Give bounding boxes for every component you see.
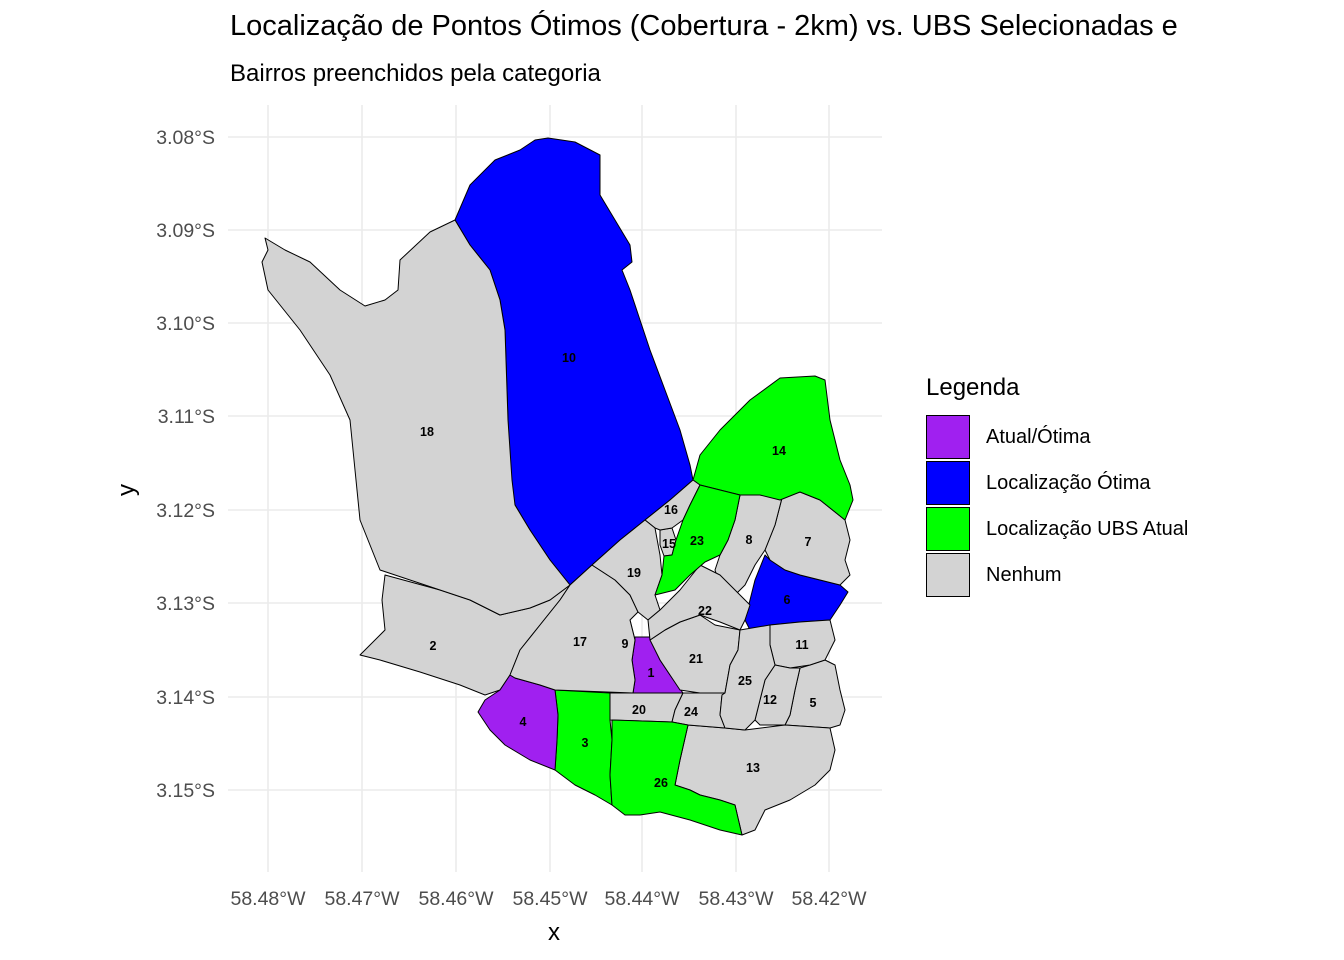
neighborhood-label: 8 [746, 533, 753, 547]
neighborhood-label: 20 [632, 703, 646, 717]
legend-swatch [926, 507, 970, 551]
neighborhood-label: 21 [689, 652, 703, 666]
y-tick-label: 3.08°S [156, 127, 215, 149]
legend-item-localizacao-ubs-atual: Localização UBS Atual [926, 506, 1188, 552]
x-tick-label: 58.47°W [324, 888, 400, 910]
legend-title: Legenda [926, 374, 1020, 401]
neighborhood-label: 3 [582, 736, 589, 750]
neighborhood-label: 17 [573, 635, 587, 649]
legend-item-localizacao-otima: Localização Ótima [926, 460, 1188, 506]
legend-item-nenhum: Nenhum [926, 552, 1188, 598]
neighborhood-label: 15 [662, 537, 676, 551]
y-tick-label: 3.09°S [156, 220, 215, 242]
y-tick-label: 3.13°S [156, 593, 215, 615]
x-tick-label: 58.46°W [418, 888, 494, 910]
x-tick-label: 58.43°W [698, 888, 774, 910]
x-tick-label: 58.44°W [604, 888, 680, 910]
y-tick-label: 3.14°S [156, 687, 215, 709]
neighborhood-label: 4 [520, 715, 527, 729]
neighborhood-20 [609, 692, 684, 723]
neighborhood-label: 18 [420, 425, 434, 439]
legend-item-atual-otima: Atual/Ótima [926, 414, 1188, 460]
neighborhood-18 [261, 219, 571, 616]
legend-label: Localização Ótima [986, 471, 1151, 494]
y-tick-label: 3.12°S [156, 500, 215, 522]
x-tick-labels: 58.48°W 58.47°W 58.46°W 58.45°W 58.44°W 58.43… [230, 888, 867, 910]
neighborhood-label: 19 [627, 566, 641, 580]
legend-label: Atual/Ótima [986, 425, 1091, 448]
neighborhood-26 [609, 719, 743, 836]
x-axis-label: x [548, 919, 560, 946]
neighborhood-label: 9 [622, 637, 629, 651]
neighborhood-label: 13 [746, 761, 760, 775]
neighborhood-label: 16 [664, 503, 678, 517]
y-tick-labels: 3.08°S 3.09°S 3.10°S 3.11°S 3.12°S 3.13°S 3.14… [156, 127, 215, 802]
legend-label: Localização UBS Atual [986, 517, 1189, 540]
neighborhood-label: 6 [784, 593, 791, 607]
neighborhood-label: 24 [684, 705, 698, 719]
neighborhood-label: 7 [805, 535, 812, 549]
neighborhood-labels: 1234567891011121314151617181920212223242… [420, 351, 816, 790]
neighborhood-label: 25 [738, 674, 752, 688]
y-axis-label: y [113, 484, 140, 496]
neighborhood-label: 14 [772, 444, 786, 458]
legend-label: Nenhum [986, 563, 1062, 586]
y-tick-label: 3.10°S [156, 313, 215, 335]
x-tick-label: 58.45°W [512, 888, 588, 910]
neighborhood-label: 23 [690, 534, 704, 548]
neighborhood-25 [719, 624, 776, 731]
neighborhood-label: 11 [795, 638, 808, 652]
legend: Legenda Atual/Ótima Localização Ótima Lo… [926, 374, 1188, 598]
neighborhood-label: 12 [763, 693, 777, 707]
chart-title: Localização de Pontos Ótimos (Cobertura … [230, 10, 1178, 42]
legend-swatch [926, 461, 970, 505]
neighborhood-label: 10 [562, 351, 576, 365]
chart-subtitle: Bairros preenchidos pela categoria [230, 60, 601, 87]
y-tick-label: 3.11°S [158, 406, 215, 428]
legend-swatch [926, 415, 970, 459]
x-tick-label: 58.48°W [230, 888, 306, 910]
neighborhood-label: 26 [654, 776, 668, 790]
neighborhood-label: 22 [698, 604, 712, 618]
neighborhood-layer [261, 137, 854, 836]
y-tick-label: 3.15°S [156, 780, 215, 802]
x-tick-label: 58.42°W [791, 888, 867, 910]
neighborhood-label: 5 [810, 696, 817, 710]
neighborhood-14 [692, 375, 854, 521]
legend-swatch [926, 553, 970, 597]
neighborhood-label: 2 [430, 639, 437, 653]
neighborhood-label: 1 [648, 666, 655, 680]
neighborhood-23 [654, 484, 741, 596]
